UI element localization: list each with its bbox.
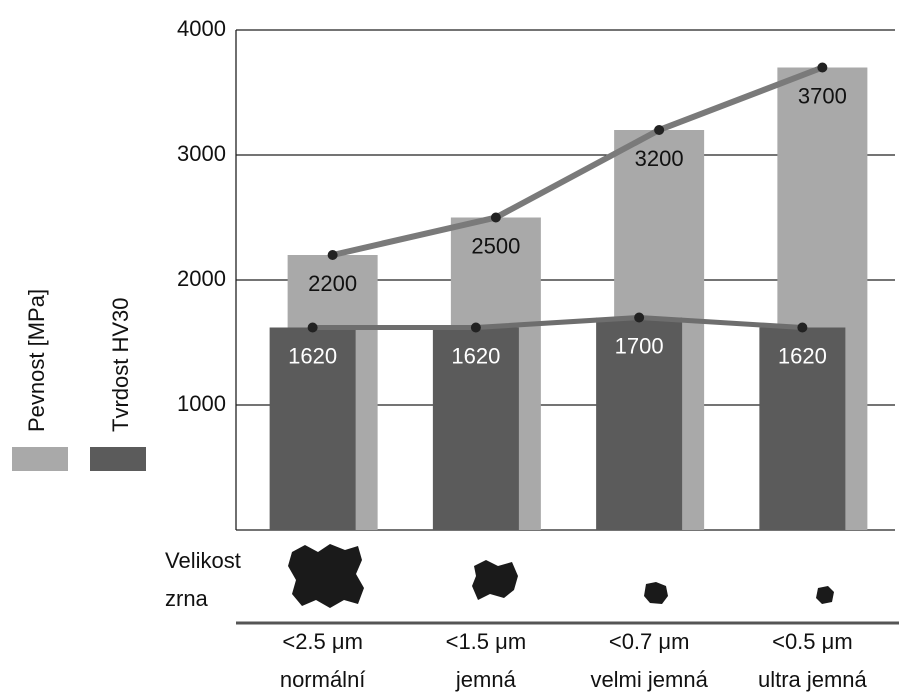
point <box>797 323 807 333</box>
y-tick-label: 2000 <box>177 266 226 291</box>
legend-swatch <box>90 447 146 471</box>
x-tick-label: <0.5 μm <box>772 629 853 654</box>
series-line <box>313 318 803 328</box>
point <box>634 313 644 323</box>
data-label: 1620 <box>288 343 337 368</box>
data-label: 2200 <box>308 271 357 296</box>
blob <box>644 582 668 604</box>
grain-size-label: Velikost <box>165 548 241 573</box>
data-label: 1700 <box>615 333 664 358</box>
legend-label: Tvrdost HV30 <box>108 298 133 433</box>
point <box>817 63 827 73</box>
x-tick-sublabel: jemná <box>455 667 517 692</box>
data-label: 2500 <box>471 233 520 258</box>
y-tick-label: 1000 <box>177 391 226 416</box>
legend-label: Pevnost [MPa] <box>24 289 49 432</box>
legend-swatch <box>12 447 68 471</box>
y-tick-label: 4000 <box>177 16 226 41</box>
x-tick-label: <1.5 μm <box>446 629 527 654</box>
data-label: 3700 <box>798 83 847 108</box>
x-tick-label: <0.7 μm <box>609 629 690 654</box>
x-tick-sublabel: normální <box>280 667 366 692</box>
x-tick-label: <2.5 μm <box>282 629 363 654</box>
blob <box>288 544 364 608</box>
blob <box>472 560 518 600</box>
point <box>654 125 664 135</box>
data-label: 3200 <box>635 146 684 171</box>
series-line <box>333 68 823 256</box>
data-label: 1620 <box>778 343 827 368</box>
point <box>308 323 318 333</box>
data-label: 1620 <box>451 343 500 368</box>
x-tick-sublabel: ultra jemná <box>758 667 868 692</box>
grain-size-label: zrna <box>165 586 209 611</box>
grain-blobs <box>288 544 834 608</box>
blob <box>816 586 834 604</box>
point <box>491 213 501 223</box>
chart: 1000 2000 3000 4000 2200 2500 3200 3700 1620 1620… <box>0 0 899 693</box>
x-tick-sublabel: velmi jemná <box>590 667 708 692</box>
point <box>328 250 338 260</box>
y-tick-label: 3000 <box>177 141 226 166</box>
point <box>471 323 481 333</box>
